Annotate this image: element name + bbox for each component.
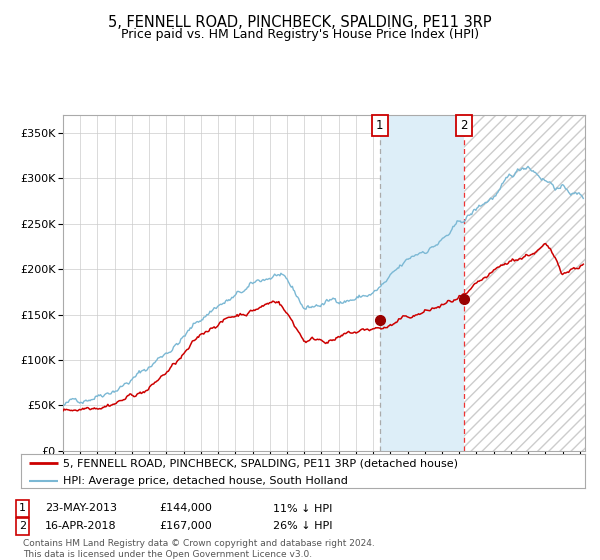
Bar	[464, 115, 585, 451]
Text: 5, FENNELL ROAD, PINCHBECK, SPALDING, PE11 3RP: 5, FENNELL ROAD, PINCHBECK, SPALDING, PE…	[108, 15, 492, 30]
Text: 2: 2	[19, 521, 26, 531]
Text: £144,000: £144,000	[159, 503, 212, 514]
Text: 5, FENNELL ROAD, PINCHBECK, SPALDING, PE11 3RP (detached house): 5, FENNELL ROAD, PINCHBECK, SPALDING, PE…	[64, 458, 458, 468]
Bar	[380, 115, 464, 451]
Text: 1: 1	[19, 503, 26, 514]
Text: 2: 2	[460, 119, 468, 132]
Text: 16-APR-2018: 16-APR-2018	[45, 521, 116, 531]
Text: Price paid vs. HM Land Registry's House Price Index (HPI): Price paid vs. HM Land Registry's House …	[121, 28, 479, 41]
Text: 26% ↓ HPI: 26% ↓ HPI	[273, 521, 332, 531]
Text: Contains HM Land Registry data © Crown copyright and database right 2024.
This d: Contains HM Land Registry data © Crown c…	[23, 539, 374, 559]
Text: 23-MAY-2013: 23-MAY-2013	[45, 503, 117, 514]
Text: HPI: Average price, detached house, South Holland: HPI: Average price, detached house, Sout…	[64, 475, 348, 486]
Text: 11% ↓ HPI: 11% ↓ HPI	[273, 503, 332, 514]
Text: 1: 1	[376, 119, 383, 132]
Text: £167,000: £167,000	[159, 521, 212, 531]
